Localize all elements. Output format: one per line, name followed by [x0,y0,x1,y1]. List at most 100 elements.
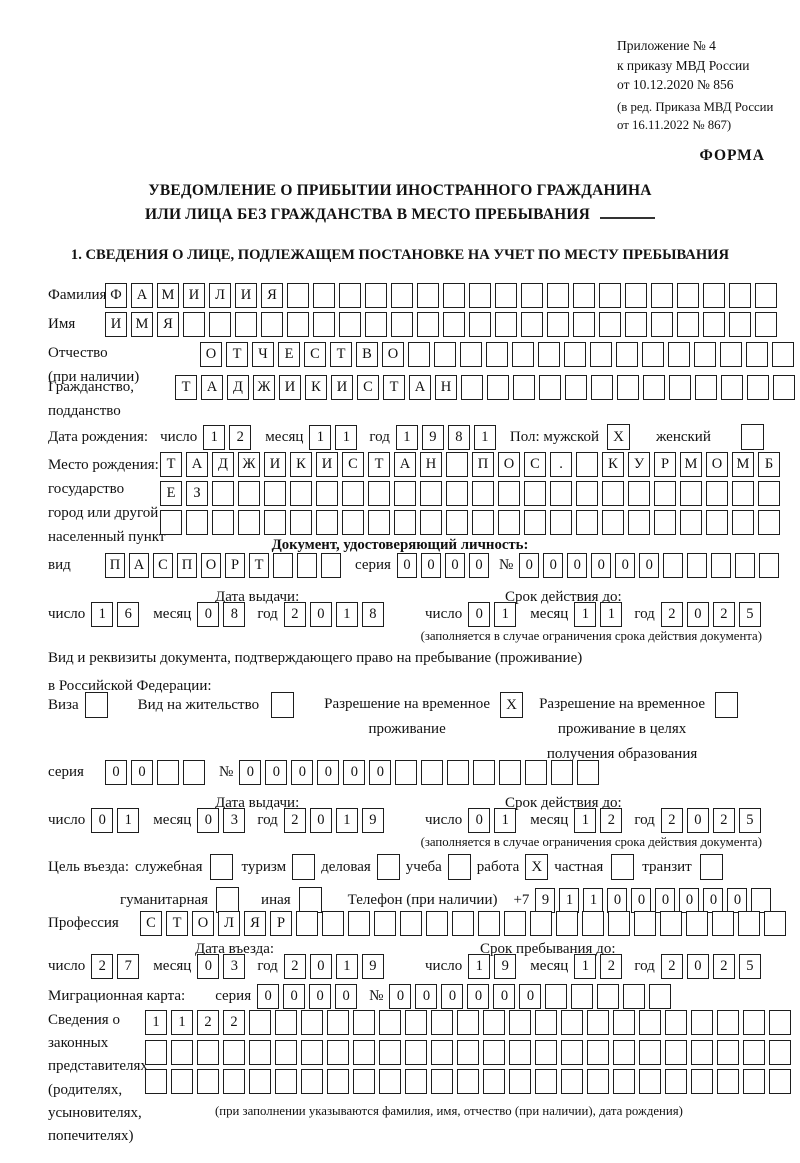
char-cell[interactable]: 2 [712,602,735,627]
char-cell[interactable] [524,481,546,506]
char-cell[interactable] [420,481,442,506]
char-cell[interactable] [273,553,293,578]
char-cell[interactable]: О [382,342,404,367]
char-cell[interactable] [249,1069,271,1094]
char-cell[interactable]: 8 [447,424,470,450]
temp-residence-edu-checkbox[interactable] [715,692,739,718]
char-cell[interactable] [712,911,734,936]
char-cell[interactable]: 0 [197,808,220,833]
char-cell[interactable]: 1 [395,424,418,450]
char-cell[interactable] [426,911,448,936]
char-cell[interactable] [651,283,673,308]
char-cell[interactable] [680,510,702,535]
char-cell[interactable]: Н [435,375,457,400]
char-cell[interactable]: 1 [494,808,517,833]
char-cell[interactable] [729,283,751,308]
char-cell[interactable] [457,1069,479,1094]
char-cell[interactable]: И [316,452,338,477]
char-cell[interactable] [677,312,699,337]
char-cell[interactable] [643,375,665,400]
char-cell[interactable]: 1 [494,602,517,627]
char-cell[interactable] [212,481,234,506]
char-cell[interactable] [486,342,508,367]
char-cell[interactable] [512,342,534,367]
char-cell[interactable] [212,510,234,535]
char-cell[interactable] [535,1069,557,1094]
char-cell[interactable]: П [105,553,125,578]
char-cell[interactable] [316,481,338,506]
char-cell[interactable] [649,984,672,1009]
char-cell[interactable]: 1 [468,954,491,979]
char-cell[interactable] [368,510,390,535]
char-cell[interactable]: Я [261,283,283,308]
char-cell[interactable] [556,911,578,936]
char-cell[interactable]: Т [160,452,182,477]
char-cell[interactable]: С [357,375,379,400]
char-cell[interactable] [483,1040,505,1065]
char-cell[interactable] [577,760,600,785]
char-cell[interactable]: Т [226,342,248,367]
char-cell[interactable] [446,510,468,535]
char-cell[interactable] [223,1069,245,1094]
char-cell[interactable] [238,510,260,535]
char-cell[interactable]: 0 [309,984,332,1009]
char-cell[interactable]: Н [420,452,442,477]
char-cell[interactable] [732,481,754,506]
char-cell[interactable] [687,553,708,578]
char-cell[interactable]: 2 [223,1010,245,1035]
char-cell[interactable]: 0 [197,954,220,979]
char-cell[interactable]: 0 [317,760,340,785]
char-cell[interactable]: К [305,375,327,400]
char-cell[interactable]: К [290,452,312,477]
char-cell[interactable]: 0 [265,760,288,785]
char-cell[interactable]: 8 [361,602,384,627]
char-cell[interactable]: 0 [335,984,358,1009]
char-cell[interactable] [597,984,620,1009]
char-cell[interactable] [301,1010,323,1035]
char-cell[interactable] [639,1010,661,1035]
char-cell[interactable] [691,1040,713,1065]
char-cell[interactable] [400,911,422,936]
sex-female-checkbox[interactable] [740,424,764,450]
char-cell[interactable] [275,1069,297,1094]
char-cell[interactable] [773,375,795,400]
char-cell[interactable] [342,510,364,535]
char-cell[interactable]: 1 [574,808,597,833]
char-cell[interactable]: И [331,375,353,400]
char-cell[interactable] [769,1069,791,1094]
char-cell[interactable] [157,760,179,785]
char-cell[interactable] [301,1040,323,1065]
char-cell[interactable] [342,481,364,506]
char-cell[interactable]: 2 [283,954,306,979]
char-cell[interactable]: М [157,283,179,308]
char-cell[interactable] [457,1010,479,1035]
char-cell[interactable]: 2 [283,808,306,833]
char-cell[interactable] [602,481,624,506]
char-cell[interactable] [758,481,780,506]
char-cell[interactable] [353,1069,375,1094]
char-cell[interactable] [365,312,387,337]
char-cell[interactable]: 0 [309,954,332,979]
temp-residence-checkbox[interactable]: X [500,692,524,718]
char-cell[interactable]: Р [270,911,292,936]
purpose-tourism-checkbox[interactable] [292,854,316,880]
char-cell[interactable]: Ф [105,283,127,308]
char-cell[interactable]: З [186,481,208,506]
char-cell[interactable] [183,312,205,337]
char-cell[interactable] [587,1069,609,1094]
char-cell[interactable] [613,1010,635,1035]
char-cell[interactable]: 1 [91,602,114,627]
char-cell[interactable] [751,887,772,913]
char-cell[interactable] [706,510,728,535]
char-cell[interactable] [447,760,470,785]
char-cell[interactable]: Т [330,342,352,367]
char-cell[interactable] [769,1010,791,1035]
char-cell[interactable]: О [200,342,222,367]
